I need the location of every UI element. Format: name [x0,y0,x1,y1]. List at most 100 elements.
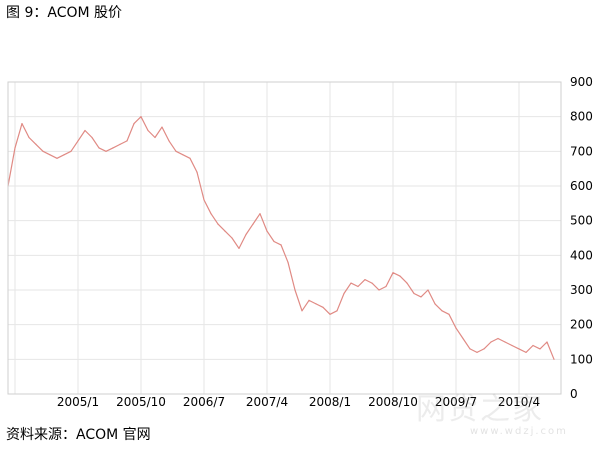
data-point [553,358,555,360]
data-point [413,292,415,295]
data-point [441,310,443,312]
y-tick-label: 100 [570,352,593,366]
data-point [378,289,380,291]
data-point [105,150,107,152]
y-tick-label: 300 [570,283,593,297]
data-point [448,313,450,315]
data-point [273,240,275,243]
data-point [350,282,352,284]
series-line [7,116,555,360]
data-point [84,129,86,132]
data-point [28,136,30,139]
data-point [196,171,198,173]
data-point [217,223,219,225]
data-point [518,348,520,350]
y-tick-label: 700 [570,144,593,158]
data-point [294,289,296,291]
data-point [189,157,191,159]
data-point [364,279,366,281]
figure-source: 资料来源：ACOM 官网 [6,427,151,443]
data-point [546,341,548,343]
data-point [119,143,121,145]
y-tick-label: 0 [570,387,578,401]
data-point [70,150,72,152]
data-point [231,237,233,239]
data-point [434,303,436,305]
y-tick-label: 600 [570,179,593,193]
price-series-line [7,116,555,360]
data-point [238,247,240,249]
data-point [252,223,254,225]
data-point [406,282,408,284]
data-point [161,126,163,128]
data-point [266,230,268,232]
data-point [315,303,317,305]
data-point [343,292,345,295]
y-tick-label: 900 [570,75,593,89]
data-point [126,140,128,142]
data-point [287,261,289,263]
data-point [91,136,93,139]
data-point [427,289,429,291]
watermark-url: www.wdzj.com [470,426,568,437]
data-point [490,341,492,343]
data-point [203,199,205,201]
x-tick-label: 2005/1 [57,395,99,409]
data-point [42,150,44,152]
data-point [525,351,527,353]
data-point [455,327,457,329]
data-point [357,285,359,288]
data-point [280,244,282,246]
data-point [371,282,373,284]
data-point [329,313,331,315]
x-tick-label: 2006/7 [183,395,225,409]
data-point [147,129,149,132]
data-point [35,143,37,145]
y-tick-label: 400 [570,248,593,262]
data-point [175,150,177,152]
data-point [476,351,478,353]
data-point [322,306,324,308]
x-tick-labels: 2005/1 2005/10 2006/7 2007/4 2008/1 2008/10 20… [57,395,540,409]
data-point [483,348,485,350]
data-point [308,299,310,301]
data-point [392,272,394,274]
grid-lines [8,81,561,394]
data-point [154,136,156,139]
figure-title: 图 9：ACOM 股价 [6,5,123,21]
watermark-logo: 网贷之家 [416,392,544,427]
data-point [133,123,135,125]
data-point [14,147,16,149]
plot-frame [7,81,562,395]
data-point [112,147,114,149]
data-point [504,341,506,343]
x-tick-label: 2010/4 [498,395,540,409]
y-tick-label: 800 [570,110,593,124]
x-tick-label: 2008/1 [309,395,351,409]
data-point [98,147,100,149]
data-point [259,213,261,215]
x-tick-label: 2005/10 [116,395,166,409]
data-point [420,296,422,298]
x-tick-label: 2007/4 [246,395,288,409]
x-tick-label: 2009/7 [435,395,477,409]
data-point [77,140,79,142]
data-point [140,116,142,118]
data-point [56,157,58,159]
data-point [245,233,247,236]
data-point [399,275,401,277]
data-point [511,344,513,347]
y-tick-label: 500 [570,214,593,228]
y-tick-labels: 0 100 200 300 400 500 600 700 800 900 [570,75,593,401]
data-point [301,310,303,312]
data-point [182,154,184,156]
data-point [49,154,51,156]
data-point [21,123,23,125]
data-point [462,337,464,340]
data-point [539,348,541,350]
data-point [336,310,338,312]
data-point [224,230,226,232]
data-point [385,285,387,288]
data-point [469,348,471,350]
